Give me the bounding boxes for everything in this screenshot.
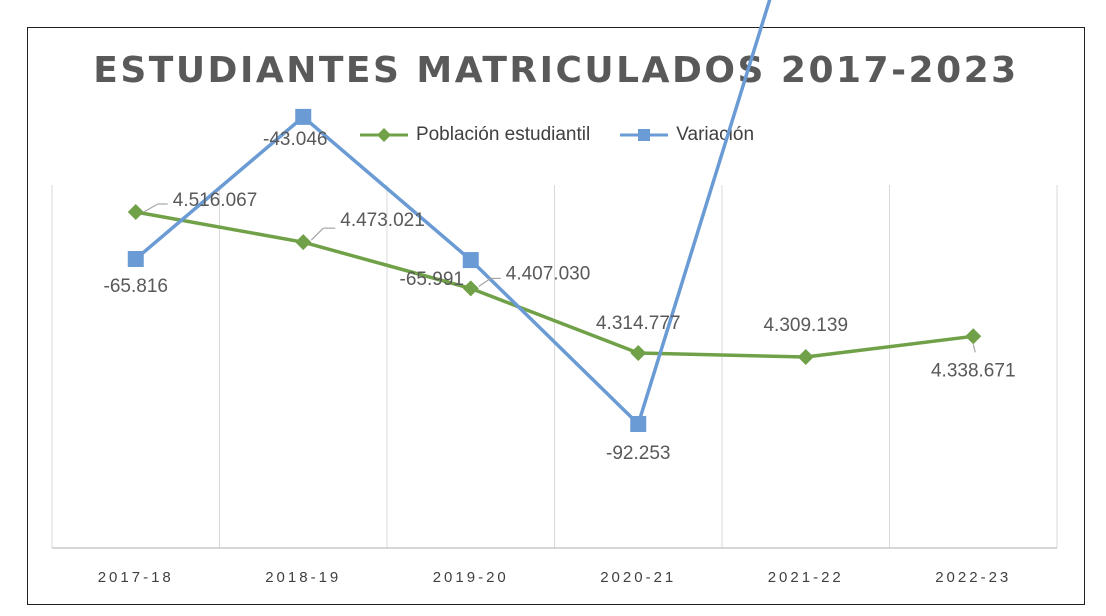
poblacion-data-label: 4.407.030 <box>506 263 591 284</box>
variacion-point <box>295 108 312 125</box>
leader-line <box>310 227 324 241</box>
legend-diamond-marker <box>359 128 408 142</box>
poblacion-point <box>127 204 144 220</box>
legend: Población estudiantil Variación <box>27 124 1085 146</box>
legend-square-marker <box>620 129 669 141</box>
x-tick-label: 2018-19 <box>265 569 341 586</box>
poblacion-data-label: 4.314.777 <box>596 313 681 334</box>
variacion-point <box>630 416 647 432</box>
chart-title: ESTUDIANTES MATRICULADOS 2017-2023 <box>93 50 1019 91</box>
chart-frame <box>27 27 1085 605</box>
poblacion-point <box>295 234 312 251</box>
poblacion-point <box>797 349 814 365</box>
variacion-data-label: -65.991 <box>400 269 464 290</box>
variacion-point <box>127 251 144 267</box>
poblacion-point <box>462 280 479 297</box>
legend-entry-variacion: Variación <box>618 124 754 146</box>
variacion-point <box>462 252 479 269</box>
x-tick-label: 2017-18 <box>98 569 174 586</box>
x-tick-label: 2021-22 <box>768 569 844 586</box>
x-tick-label: 2019-20 <box>433 569 509 586</box>
variacion-data-label: -65.816 <box>104 276 168 297</box>
variacion-line <box>134 0 772 426</box>
poblacion-data-label: 4.473.021 <box>340 210 425 231</box>
poblacion-line <box>135 210 974 359</box>
legend-label-variacion: Variación <box>676 124 755 145</box>
poblacion-point <box>630 345 647 362</box>
poblacion-data-label: 4.309.139 <box>763 315 848 336</box>
poblacion-data-label: 4.338.671 <box>931 360 1016 381</box>
legend-entry-poblacion: Población estudiantil <box>358 124 590 146</box>
leader-line <box>143 203 159 213</box>
leader-line <box>972 344 976 353</box>
poblacion-point <box>965 328 982 345</box>
x-tick-label: 2020-21 <box>600 569 676 586</box>
leader-line <box>478 277 492 287</box>
variacion-data-label: -43.046 <box>263 129 327 150</box>
legend-label-poblacion: Población estudiantil <box>415 124 591 145</box>
x-tick-label: 2022-23 <box>935 569 1011 586</box>
variacion-data-label: -92.253 <box>606 443 670 464</box>
poblacion-data-label: 4.516.067 <box>173 190 258 211</box>
